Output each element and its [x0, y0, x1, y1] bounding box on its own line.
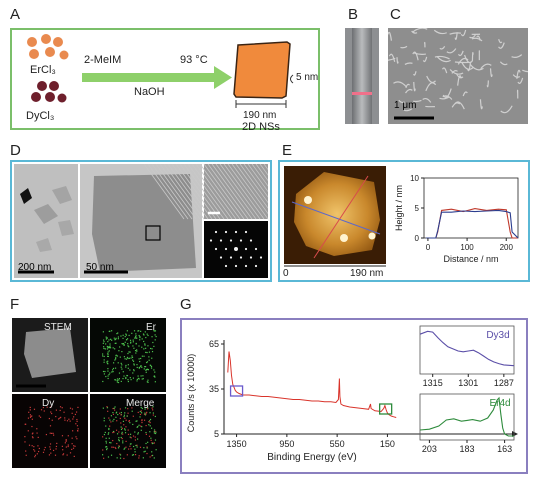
er-tile-label: Er: [146, 322, 156, 333]
product-label: 2D NSs: [242, 121, 280, 133]
selected-area-box: [145, 225, 161, 241]
nanosheet-illustration: [233, 41, 294, 108]
er4d-inset-xtick-label: 203: [422, 444, 437, 454]
temperature-label: 93 °C: [180, 54, 208, 66]
tem-high-scalebar-label: 50 nm: [86, 262, 114, 273]
profile-ytick-label: 0: [415, 234, 420, 243]
xps-ytick-label: 35: [209, 384, 219, 394]
tem-high-mag: [80, 164, 202, 278]
xps-ylabel: Counts /s (x 10000): [186, 354, 196, 433]
er4d-inset-xtick-label: 163: [497, 444, 512, 454]
panel-a-frame: [10, 28, 320, 130]
afm-axis: [284, 265, 386, 267]
sem-image: [388, 28, 528, 124]
profile-xlabel: Distance / nm: [443, 254, 498, 264]
base-label: NaOH: [134, 86, 165, 98]
panel-d-label: D: [10, 142, 21, 159]
sem-scalebar-label: 1 μm: [394, 100, 417, 111]
panel-e-frame: [278, 160, 530, 282]
height-profile-chart: 0 100 200 0 5 10 Distance / nm Height / nm: [394, 174, 519, 264]
merge-map-tile: [90, 394, 166, 468]
er4d-region-box: [379, 403, 393, 415]
thickness-label: 5 nm: [296, 72, 319, 83]
linker-label: 2-MeIM: [84, 54, 122, 66]
er4d-inset-series: [419, 396, 514, 437]
panel-a-schematic: [27, 34, 294, 108]
reagent-dy-label: DyCl₃: [26, 110, 55, 122]
panel-d-frame: [10, 160, 272, 282]
afm-axis-start: 0: [283, 268, 289, 279]
xps-xtick-label: 950: [279, 439, 294, 449]
tem-low-scalebar-label: 200 nm: [18, 262, 52, 273]
afm-image: [284, 166, 386, 264]
er4d-inset-xtick-label: 183: [459, 444, 474, 454]
panel-f-label: F: [10, 296, 20, 313]
xps-ytick-label: 5: [214, 429, 219, 439]
panel-e-label: E: [282, 142, 293, 159]
stem-tile-label: STEM: [44, 322, 72, 333]
xps-xtick-label: 150: [380, 439, 395, 449]
tem-low-mag: [14, 164, 78, 278]
stem-tile: [12, 318, 88, 392]
panel-c-label: C: [390, 6, 401, 23]
profile-xtick-label: 100: [460, 243, 474, 252]
profile-ylabel: Height / nm: [394, 185, 404, 231]
tem-images: [14, 164, 268, 278]
profile-ytick-label: 5: [415, 204, 420, 213]
dy-precursor-dots: [31, 81, 67, 103]
er4d-inset-title: Er4d: [489, 398, 510, 409]
xps-survey-chart: 1350 950 550 150 5 35 65 Binding Energy (eV) Cou…: [186, 325, 518, 463]
er-map-tile: [90, 318, 166, 392]
afm-axis-end: 190 nm: [350, 268, 384, 279]
xps-ytick-label: 65: [209, 339, 219, 349]
width-label: 190 nm: [243, 110, 277, 121]
dy-map-tile: [12, 394, 88, 468]
dy3d-inset-xtick-label: 1287: [494, 378, 514, 388]
er4d-inset: 203 183 163 Er4d: [419, 393, 515, 454]
dy-tile-label: Dy: [42, 398, 55, 409]
panel-a-label: A: [10, 6, 21, 23]
xps-survey-series: [227, 351, 397, 418]
dy3d-inset: 1315 1301 1287 Dy3d: [419, 325, 515, 388]
dy3d-inset-frame: [419, 325, 515, 375]
profile-series-1: [426, 209, 519, 239]
afm-profile-line-red: [313, 175, 369, 259]
merge-tile-label: Merge: [126, 398, 155, 409]
panel-g-frame: [180, 318, 528, 474]
dy3d-inset-xtick-label: 1315: [423, 378, 443, 388]
hrtem-lattice: [143, 164, 268, 220]
profile-ytick-label: 10: [410, 174, 419, 183]
dy3d-inset-title: Dy3d: [486, 330, 509, 341]
reaction-arrow: [82, 66, 232, 89]
saed-pattern: [204, 221, 268, 278]
reagent-er-label: ErCl₃: [30, 64, 56, 76]
dy3d-inset-xtick-label: 1301: [458, 378, 478, 388]
profile-xtick-label: 0: [426, 243, 431, 252]
profile-xtick-label: 200: [500, 243, 514, 252]
xps-xlabel: Binding Energy (eV): [267, 452, 357, 463]
xps-xtick-label: 1350: [227, 439, 247, 449]
er-precursor-dots: [27, 34, 69, 60]
panel-b-label: B: [348, 6, 359, 23]
panel-g-label: G: [180, 296, 192, 313]
xps-xtick-label: 550: [330, 439, 345, 449]
dy3d-inset-series: [419, 330, 515, 367]
eds-mapping: [12, 318, 166, 468]
dy3d-region-box: [229, 385, 244, 397]
vial-photo: [345, 28, 379, 124]
sample-band: [352, 92, 372, 95]
afm-profile-line-blue: [291, 201, 381, 235]
